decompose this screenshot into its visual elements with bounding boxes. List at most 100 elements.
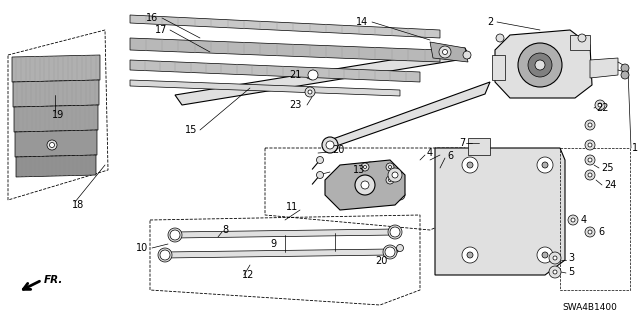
- Text: 5: 5: [568, 267, 574, 277]
- Circle shape: [588, 230, 592, 234]
- Text: 4: 4: [427, 148, 433, 158]
- Polygon shape: [435, 148, 565, 275]
- Text: 25: 25: [601, 163, 614, 173]
- Text: 20: 20: [332, 145, 344, 155]
- Circle shape: [585, 170, 595, 180]
- Circle shape: [463, 51, 471, 59]
- Circle shape: [388, 225, 402, 239]
- Circle shape: [390, 227, 400, 237]
- Text: 23: 23: [290, 100, 302, 110]
- Circle shape: [588, 158, 592, 162]
- Circle shape: [568, 215, 578, 225]
- Circle shape: [386, 176, 394, 184]
- Polygon shape: [15, 130, 97, 157]
- Circle shape: [168, 228, 182, 242]
- Circle shape: [585, 155, 595, 165]
- Circle shape: [571, 218, 575, 222]
- Circle shape: [467, 252, 473, 258]
- Circle shape: [542, 162, 548, 168]
- Text: 16: 16: [146, 13, 158, 23]
- Circle shape: [361, 181, 369, 189]
- Polygon shape: [130, 60, 420, 82]
- Text: 8: 8: [222, 225, 228, 235]
- Text: 22: 22: [596, 103, 609, 113]
- Circle shape: [518, 43, 562, 87]
- Circle shape: [385, 173, 395, 183]
- Polygon shape: [14, 105, 98, 132]
- Text: 24: 24: [604, 180, 616, 190]
- Circle shape: [578, 34, 586, 42]
- Circle shape: [439, 46, 451, 58]
- Circle shape: [322, 137, 338, 153]
- Circle shape: [388, 176, 392, 180]
- Circle shape: [553, 256, 557, 260]
- Circle shape: [160, 250, 170, 260]
- Circle shape: [595, 100, 605, 110]
- Circle shape: [537, 157, 553, 173]
- Circle shape: [397, 244, 403, 251]
- Circle shape: [598, 103, 602, 107]
- Text: FR.: FR.: [44, 275, 63, 285]
- Circle shape: [588, 123, 592, 127]
- Polygon shape: [130, 15, 440, 38]
- Circle shape: [549, 266, 561, 278]
- Polygon shape: [130, 38, 440, 62]
- Polygon shape: [12, 55, 100, 82]
- Circle shape: [308, 70, 318, 80]
- Circle shape: [385, 247, 395, 257]
- Circle shape: [361, 163, 369, 171]
- Circle shape: [585, 120, 595, 130]
- Circle shape: [317, 157, 323, 164]
- Circle shape: [388, 166, 392, 168]
- Circle shape: [365, 162, 375, 172]
- Circle shape: [398, 193, 402, 197]
- Circle shape: [383, 245, 397, 259]
- Polygon shape: [175, 48, 470, 105]
- Circle shape: [462, 157, 478, 173]
- Circle shape: [375, 183, 385, 193]
- Circle shape: [308, 90, 312, 94]
- Text: 4: 4: [581, 215, 587, 225]
- Circle shape: [588, 143, 592, 147]
- Circle shape: [364, 179, 367, 182]
- Circle shape: [392, 172, 398, 178]
- Circle shape: [549, 252, 561, 264]
- Text: 19: 19: [52, 110, 64, 120]
- Circle shape: [496, 34, 504, 42]
- Polygon shape: [175, 229, 395, 238]
- Circle shape: [386, 163, 394, 171]
- Circle shape: [585, 140, 595, 150]
- Circle shape: [588, 173, 592, 177]
- Circle shape: [364, 166, 367, 168]
- Circle shape: [317, 172, 323, 179]
- Polygon shape: [16, 155, 96, 177]
- Circle shape: [621, 64, 629, 72]
- Circle shape: [388, 168, 402, 182]
- Text: 1: 1: [632, 143, 638, 153]
- Text: 18: 18: [72, 200, 84, 210]
- Text: 17: 17: [155, 25, 167, 35]
- Circle shape: [442, 49, 447, 55]
- Text: 6: 6: [598, 227, 604, 237]
- Polygon shape: [130, 80, 400, 96]
- Text: 6: 6: [447, 151, 453, 161]
- Text: 9: 9: [270, 239, 276, 249]
- Polygon shape: [165, 249, 390, 258]
- Text: 15: 15: [184, 125, 197, 135]
- Polygon shape: [13, 80, 99, 107]
- Polygon shape: [325, 82, 490, 150]
- Text: SWA4B1400: SWA4B1400: [563, 303, 618, 313]
- Circle shape: [378, 186, 382, 190]
- Circle shape: [47, 140, 57, 150]
- Polygon shape: [492, 55, 505, 80]
- Text: 11: 11: [285, 202, 298, 212]
- Text: 13: 13: [353, 165, 365, 175]
- Circle shape: [467, 162, 473, 168]
- Text: 21: 21: [290, 70, 302, 80]
- Text: 7: 7: [459, 138, 465, 148]
- Circle shape: [528, 53, 552, 77]
- Circle shape: [305, 87, 315, 97]
- Circle shape: [355, 175, 375, 195]
- Circle shape: [621, 71, 629, 79]
- Circle shape: [542, 252, 548, 258]
